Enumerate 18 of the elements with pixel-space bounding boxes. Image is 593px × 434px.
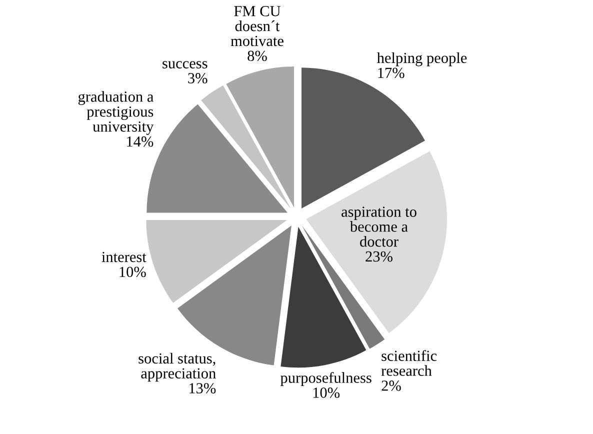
data-label: 14% [127, 136, 154, 147]
data-label: 17% [378, 68, 404, 78]
slice-label: purposefulness [280, 372, 372, 386]
data-label: 23% [366, 251, 392, 262]
slice-label: aspiration to become a doctor [342, 206, 416, 247]
data-label: 2% [382, 380, 401, 391]
data-label: 10% [313, 388, 340, 398]
slice-label: success [162, 61, 208, 68]
slice-label: interest [102, 252, 146, 262]
data-label: 10% [120, 266, 146, 278]
slice-label: FM CU doesn´t motivate [230, 6, 284, 46]
data-label: 8% [248, 50, 267, 62]
slice-label: scientific research [381, 350, 437, 376]
slice-label: graduation a prestigious university [78, 91, 154, 135]
slice-label: helping people [376, 52, 467, 66]
slice-label: social status, appreciation [138, 352, 216, 382]
data-label: 13% [190, 383, 216, 394]
data-label: 3% [188, 73, 208, 84]
